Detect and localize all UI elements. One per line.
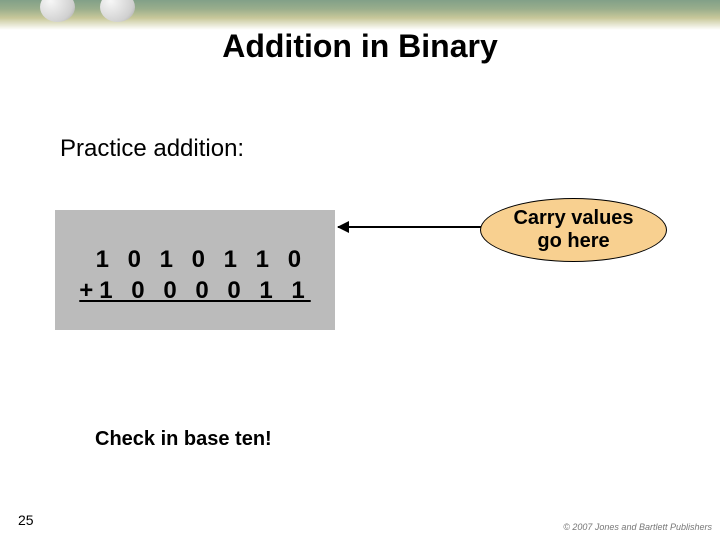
slide-title: Addition in Binary xyxy=(0,28,720,65)
callout-line1: Carry values xyxy=(513,207,633,229)
callout-line2: go here xyxy=(537,230,609,252)
arrow-line xyxy=(338,226,483,228)
practice-label: Practice addition: xyxy=(60,135,244,163)
addition-problem: 1 0 1 0 1 1 0 +1 0 0 0 0 1 1 xyxy=(55,240,335,330)
carry-callout: Carry values go here xyxy=(480,198,667,262)
addend-1: 1 0 1 0 1 1 0 xyxy=(55,244,335,275)
addend-2: +1 0 0 0 0 1 1 xyxy=(55,275,335,306)
carry-row-placeholder xyxy=(55,210,335,240)
page-number: 25 xyxy=(18,512,34,528)
check-label: Check in base ten! xyxy=(95,428,272,451)
header-banner xyxy=(0,0,720,30)
copyright-text: © 2007 Jones and Bartlett Publishers xyxy=(563,522,712,532)
